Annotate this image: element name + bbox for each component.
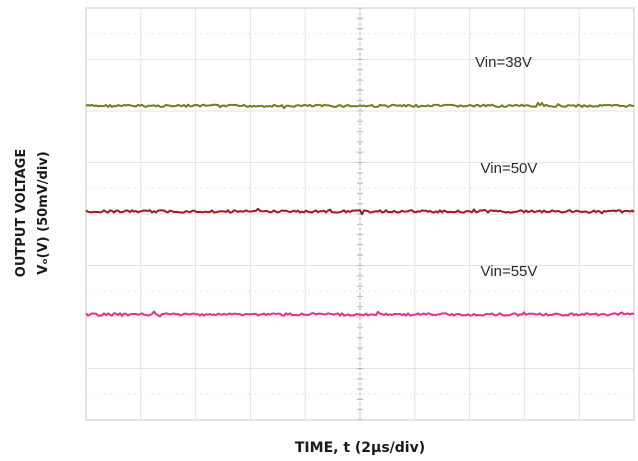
traces [85, 101, 635, 318]
series-label: Vin=38V [475, 54, 532, 71]
trace-vin-55v [85, 310, 635, 318]
y-axis-label-line1: OUTPUT VOLTAGE [14, 149, 29, 277]
series-label: Vin=55V [481, 263, 538, 280]
plot-grid [85, 7, 635, 421]
y-axis-label: OUTPUT VOLTAGE Vₒ(V) (50mV/div) [14, 149, 51, 277]
trace-labels: Vin=38V Vin=50V Vin=55V [475, 54, 537, 280]
x-axis-label: TIME, t (2µs/div) [295, 440, 425, 456]
trace-vin-50v [85, 207, 635, 216]
trace-vin-38v [85, 101, 635, 110]
y-axis-label-line2: Vₒ(V) (50mV/div) [36, 151, 51, 274]
series-label: Vin=50V [481, 160, 538, 177]
